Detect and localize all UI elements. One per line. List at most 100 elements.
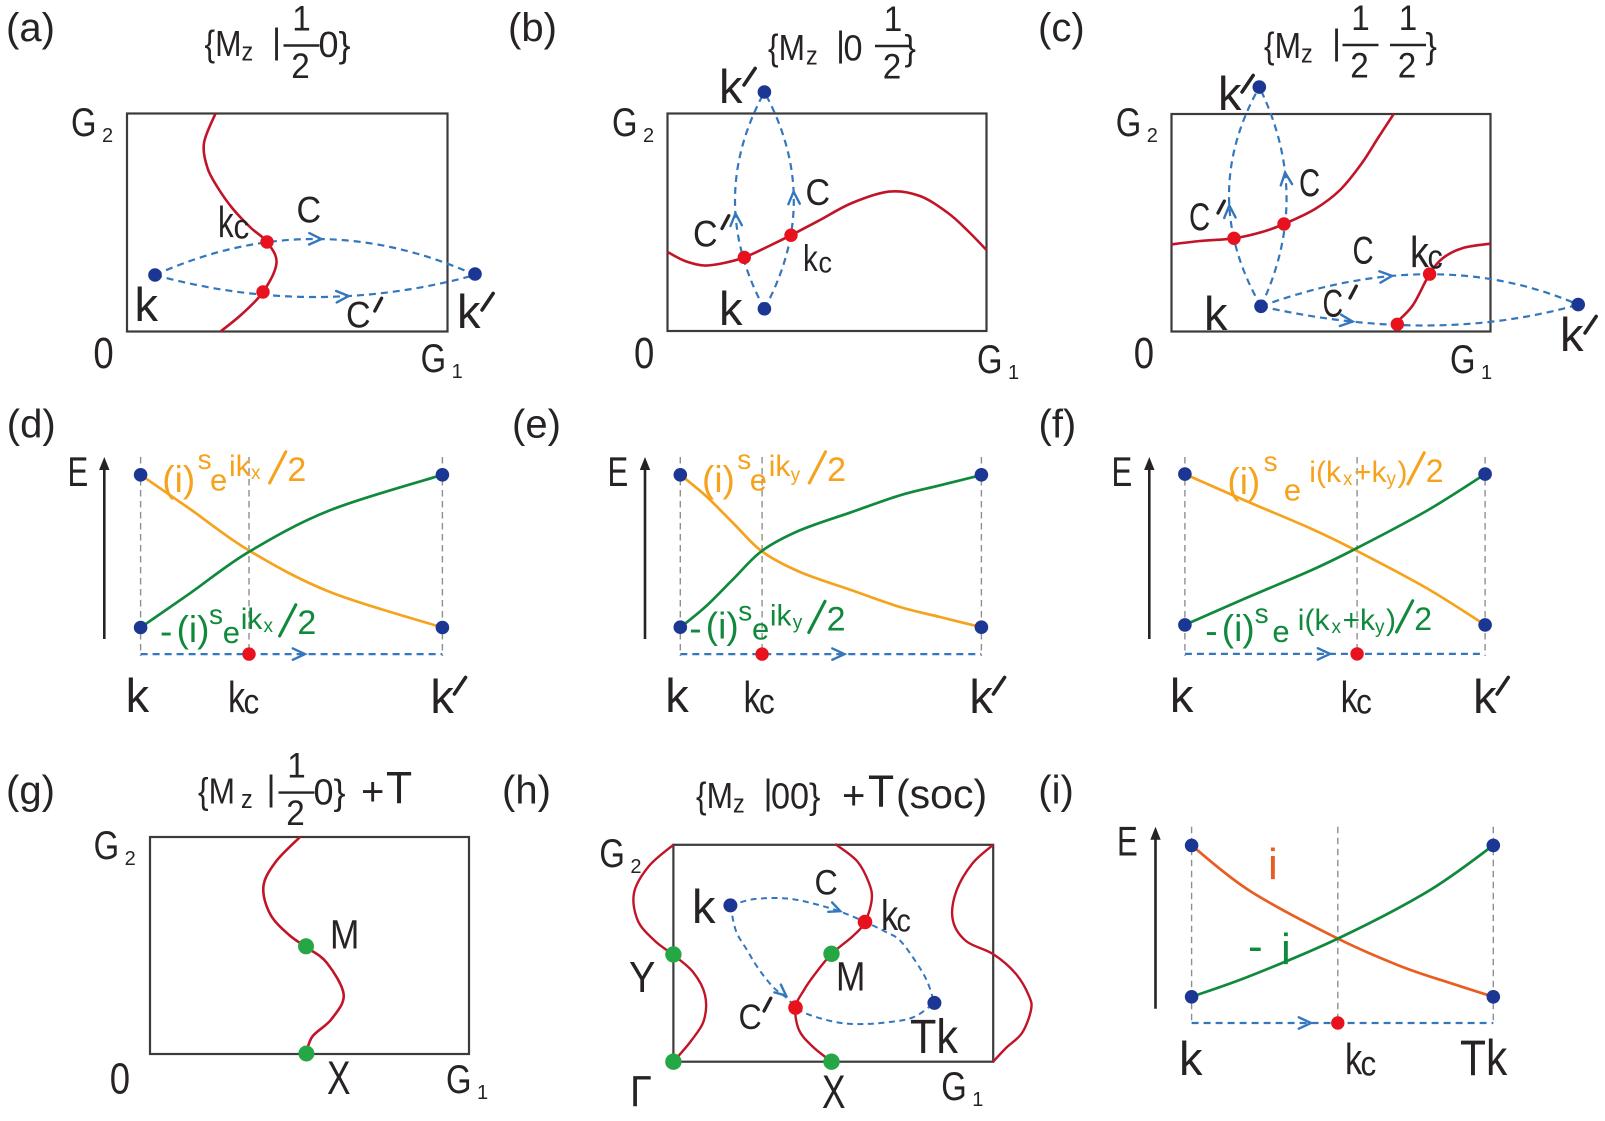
svg-text:k: k [744, 673, 761, 722]
svg-text:(c): (c) [1038, 6, 1085, 50]
svg-text:(a): (a) [6, 6, 55, 50]
svg-text:z: z [241, 786, 253, 814]
svg-text:y: y [1387, 469, 1397, 490]
svg-text:k: k [969, 670, 993, 723]
svg-text:2: 2 [286, 794, 304, 833]
svg-text:2: 2 [827, 601, 846, 639]
svg-text:+k: +k [1343, 604, 1377, 637]
svg-text:k: k [135, 278, 159, 331]
svg-text:z: z [1301, 40, 1313, 68]
svg-text:E: E [68, 448, 89, 495]
svg-text:k: k [1560, 308, 1584, 361]
svg-text:G: G [94, 823, 120, 868]
svg-text:(i): (i) [1227, 461, 1260, 502]
svg-text:C: C [1299, 162, 1320, 205]
svg-text:M: M [836, 954, 865, 1000]
svg-text:C: C [1353, 230, 1374, 273]
svg-text:e: e [750, 463, 767, 498]
svg-text:G: G [421, 336, 447, 381]
svg-text:(i): (i) [1038, 769, 1074, 813]
svg-text:c: c [819, 246, 832, 280]
svg-text:+: + [361, 770, 384, 814]
svg-text:k: k [1345, 1035, 1362, 1084]
svg-text:G: G [612, 100, 638, 145]
svg-text:k: k [1473, 670, 1497, 723]
svg-text:C: C [693, 213, 718, 255]
svg-text:): ) [1386, 604, 1396, 637]
svg-text:k: k [692, 880, 716, 933]
svg-text:0: 0 [1134, 328, 1154, 378]
svg-text:(e): (e) [512, 403, 561, 447]
svg-text:+k: +k [1354, 456, 1388, 489]
svg-text:-: - [1205, 611, 1217, 652]
svg-text:2: 2 [291, 47, 309, 86]
svg-text:(h): (h) [502, 769, 551, 813]
svg-text:y: y [793, 613, 803, 634]
svg-text:ik: ik [769, 450, 792, 483]
svg-text:k: k [719, 282, 743, 335]
svg-text:y: y [1375, 617, 1385, 638]
svg-text:s: s [738, 596, 752, 627]
svg-text:T: T [386, 764, 412, 814]
svg-text:c: c [1428, 238, 1443, 276]
svg-text:|: | [272, 22, 281, 61]
svg-text:i(k: i(k [1298, 604, 1331, 637]
svg-text:G: G [599, 831, 625, 876]
svg-text:c: c [1356, 683, 1372, 722]
svg-text:z: z [242, 38, 254, 66]
svg-text:0: 0 [93, 328, 113, 378]
svg-text:s: s [1255, 598, 1269, 629]
svg-text:{M: {M [1264, 26, 1301, 66]
svg-text:s: s [1264, 446, 1278, 477]
svg-text:k: k [719, 60, 743, 113]
svg-text:+: + [842, 774, 865, 818]
svg-text:i: i [1268, 840, 1278, 889]
svg-text:k: k [126, 669, 150, 722]
svg-text:|: | [267, 769, 276, 808]
svg-text:1: 1 [972, 1089, 983, 1111]
svg-text:k: k [457, 285, 481, 338]
svg-text:(i): (i) [702, 459, 735, 500]
svg-text:i(k: i(k [1309, 456, 1342, 489]
svg-text:k: k [218, 198, 234, 248]
svg-text:C: C [1323, 282, 1344, 325]
svg-text:2: 2 [1414, 601, 1432, 637]
svg-text:G: G [1116, 100, 1142, 145]
svg-text:c: c [244, 683, 260, 722]
svg-text:1: 1 [1008, 362, 1019, 384]
svg-text:): ) [1398, 456, 1408, 489]
svg-text:{M: {M [198, 772, 235, 812]
svg-text:i: i [1281, 925, 1291, 974]
svg-text:C: C [739, 999, 762, 1038]
svg-text:-: - [160, 611, 172, 652]
svg-text:x: x [251, 463, 261, 484]
svg-text:1: 1 [1351, 0, 1369, 38]
svg-text:C: C [1189, 196, 1210, 239]
svg-text:s: s [198, 444, 212, 475]
svg-text:(soc): (soc) [896, 771, 987, 817]
svg-text:c: c [759, 683, 775, 722]
svg-text:ik: ik [229, 450, 252, 483]
svg-text:k: k [1179, 1032, 1203, 1085]
svg-text:z: z [806, 42, 818, 70]
svg-text:00}: 00} [771, 777, 821, 817]
svg-text:z: z [733, 790, 745, 818]
svg-text:(i): (i) [1222, 608, 1255, 649]
svg-text:M: M [330, 912, 359, 958]
svg-text:c: c [897, 903, 911, 939]
svg-text:x: x [264, 616, 274, 637]
svg-text:2: 2 [883, 48, 901, 87]
svg-text:Γ: Γ [630, 1066, 652, 1115]
svg-text:G: G [1450, 337, 1476, 382]
svg-text:|: | [836, 25, 845, 64]
svg-text:{M: {M [768, 28, 805, 68]
svg-text:(g): (g) [6, 769, 55, 813]
svg-text:2: 2 [1350, 47, 1368, 86]
svg-text:y: y [791, 465, 801, 486]
svg-text:T: T [868, 767, 894, 817]
svg-text:k: k [1410, 227, 1429, 276]
svg-text:x: x [1343, 469, 1353, 490]
svg-text:k: k [1170, 669, 1194, 722]
svg-text:e: e [210, 463, 227, 498]
svg-text:X: X [327, 1051, 351, 1104]
